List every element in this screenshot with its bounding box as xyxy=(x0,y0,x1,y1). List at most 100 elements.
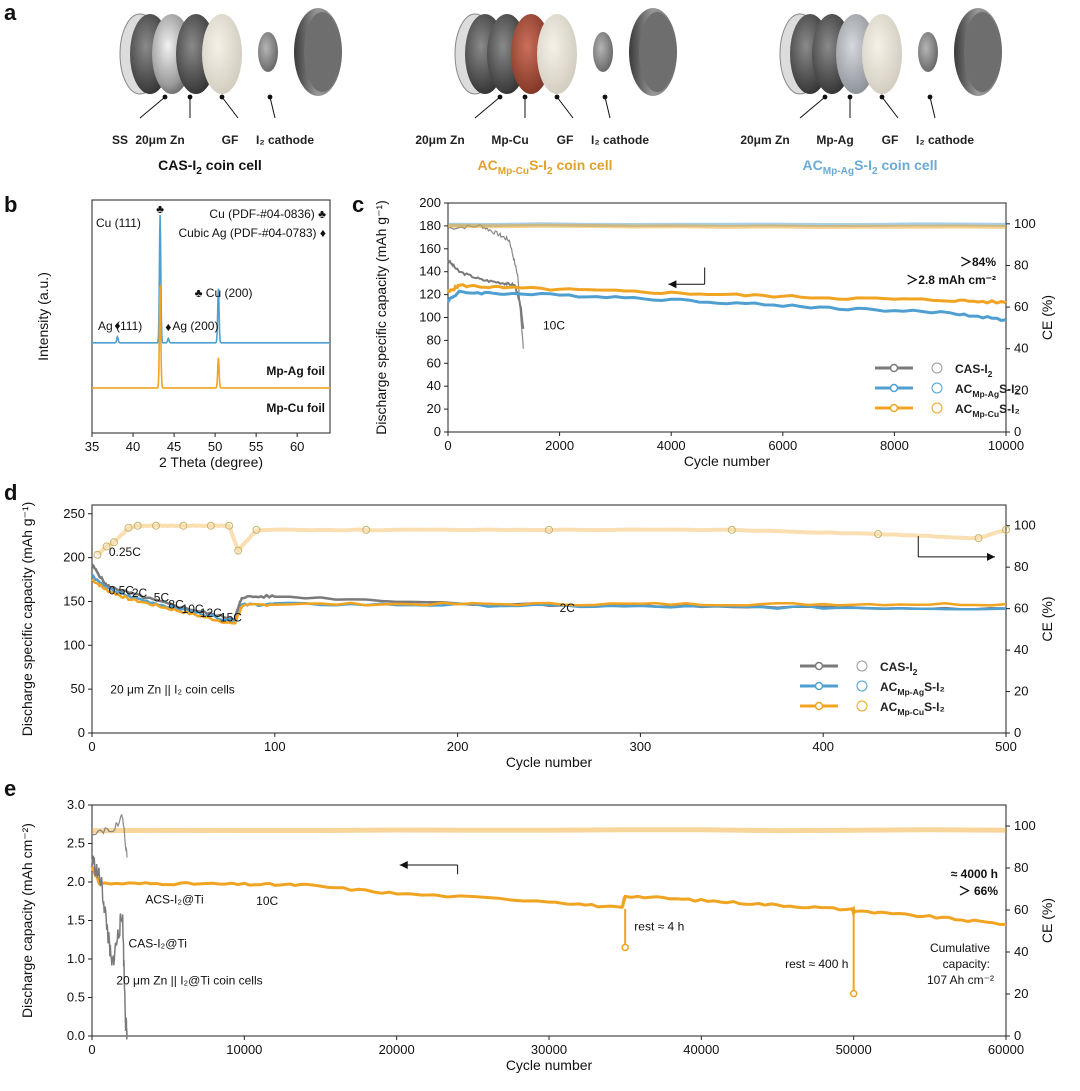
y-axis-label: Discharge specific capacity (mAh g⁻¹) xyxy=(19,502,35,737)
y-axis-label: Discharge specific capacity (mAh g⁻¹) xyxy=(373,200,389,435)
y2-tick-label: 100 xyxy=(1014,818,1036,833)
rate-label: 10C xyxy=(256,894,278,908)
legend-ce-marker xyxy=(931,362,943,374)
y-tick-label: 40 xyxy=(427,378,441,393)
text-part: coin cell xyxy=(878,157,938,173)
rate-label: 2C xyxy=(132,586,148,600)
text-part: 2 xyxy=(913,667,918,677)
text-part: S-I₂ xyxy=(999,402,1020,416)
text-part: Mp-Ag xyxy=(823,166,854,177)
case-inner xyxy=(304,12,340,92)
arrow-head xyxy=(668,280,677,289)
leader-dot xyxy=(822,94,828,100)
plot-frame xyxy=(91,804,1007,1037)
legend-swatch-marker xyxy=(814,681,824,691)
legend-swatch-marker xyxy=(889,363,899,373)
x-tick-label: 20000 xyxy=(379,1042,415,1057)
component-label: I₂ cathode xyxy=(591,133,649,147)
component-label: GF xyxy=(222,133,239,147)
y2-tick-label: 0 xyxy=(1014,725,1021,740)
rate-label: 0.25C xyxy=(109,545,141,559)
y-tick-label: 200 xyxy=(419,195,441,210)
panel-b-xrd-chart: b 35 40 45 50 55 60 2 Theta (degree) Intensity (… xyxy=(4,192,331,470)
y-tick-label: 0.0 xyxy=(67,1028,85,1043)
plot-frame xyxy=(447,202,1007,433)
x-axis-label: 2 Theta (degree) xyxy=(159,454,263,470)
legend-label: ACMp-CuS-I₂ xyxy=(880,700,945,717)
text-part: Mp-Cu xyxy=(498,166,529,177)
arrow-head xyxy=(399,861,408,870)
leader-line xyxy=(556,96,574,119)
y-axis-label: Intensity (a.u.) xyxy=(35,272,51,361)
ce-marker xyxy=(133,521,142,530)
separator-disc xyxy=(537,14,577,94)
x-tick-label: 35 xyxy=(85,439,99,454)
cumulative-label-1: Cumulative xyxy=(930,941,990,955)
panel-label-e: e xyxy=(4,776,16,801)
panel-e-areal-capacity-chart: e 0 10000 20000 30000 40000 50000 60000 0.0 0.5 1.… xyxy=(4,776,1055,1073)
y2-axis-label: CE (%) xyxy=(1039,898,1055,943)
legend-swatch-marker xyxy=(889,403,899,413)
y-tick-label: 60 xyxy=(427,355,441,370)
component-label: 20μm Zn xyxy=(740,133,789,147)
capacity-series xyxy=(91,578,1007,625)
panel-label-b: b xyxy=(4,192,17,217)
leader-dot xyxy=(879,94,885,100)
panel-label-a: a xyxy=(4,0,17,25)
x-tick-label: 400 xyxy=(812,739,834,754)
cathode-disc xyxy=(918,32,938,72)
ag-peak-marker: ♦ xyxy=(114,318,120,332)
text-part: AC xyxy=(955,382,973,396)
y2-tick-label: 80 xyxy=(1014,860,1028,875)
x-tick-label: 0 xyxy=(88,739,95,754)
y2-tick-label: 60 xyxy=(1014,299,1028,314)
capacity-series xyxy=(447,259,525,330)
capacity-series xyxy=(91,854,128,1040)
legend-ce-marker xyxy=(931,382,943,394)
rate-label: 5C xyxy=(154,590,170,604)
arrow-head xyxy=(987,552,996,561)
y2-tick-label: 100 xyxy=(1014,518,1036,533)
ce-marker xyxy=(727,525,736,534)
panel-d-rate-chart: d0 100 200 300 400 50005010015020025002040608… xyxy=(4,480,1055,770)
retention-label: ＞84% xyxy=(960,255,996,269)
text-part: coin cell xyxy=(553,157,613,173)
leader-line xyxy=(269,96,276,119)
leader-dot xyxy=(927,94,933,100)
acs-label: ACS-I₂@Ti xyxy=(145,893,203,907)
x-tick-label: 6000 xyxy=(768,438,797,453)
y-tick-label: 50 xyxy=(71,681,85,696)
xrd-series-ag xyxy=(92,214,330,344)
panel-label-d: d xyxy=(4,480,17,505)
case-inner xyxy=(639,12,675,92)
cell-config-label: 20 μm Zn || I₂ coin cells xyxy=(110,683,235,697)
text-part: S-I₂ xyxy=(999,382,1020,396)
ce-marker xyxy=(179,521,188,530)
y-tick-label: 0.5 xyxy=(67,990,85,1005)
leader-line xyxy=(604,96,611,119)
ce-marker xyxy=(206,521,215,530)
y-tick-label: 100 xyxy=(63,637,85,652)
y-tick-label: 2.5 xyxy=(67,836,85,851)
y2-tick-label: 40 xyxy=(1014,341,1028,356)
y2-tick-label: 80 xyxy=(1014,559,1028,574)
ce-marker xyxy=(252,525,261,534)
y-tick-label: 180 xyxy=(419,218,441,233)
text-part: S-I₂ xyxy=(924,700,945,714)
rest-dip-marker xyxy=(621,943,629,952)
legend-ce-marker xyxy=(856,660,868,672)
leader-line xyxy=(139,96,166,119)
cu111-label: Cu (111) xyxy=(96,216,141,230)
legend-ce-marker xyxy=(931,402,943,414)
text-part: coin cell xyxy=(202,157,262,173)
legend-label: CAS-I2 xyxy=(955,362,993,379)
leader-dot xyxy=(162,94,168,100)
x-tick-label: 10000 xyxy=(226,1042,262,1057)
ce-marker xyxy=(93,550,102,559)
panel-c-long-cycling-chart: c0 2000 4000 6000 8000 1000002040608010012014… xyxy=(352,192,1055,469)
text-part: CAS-I xyxy=(158,157,196,173)
y-tick-label: 20 xyxy=(427,401,441,416)
x-tick-label: 10000 xyxy=(988,438,1024,453)
ce-marker xyxy=(874,530,883,539)
legend-ag-ref: Cubic Ag (PDF-#04-0783) ♦ xyxy=(178,226,326,240)
